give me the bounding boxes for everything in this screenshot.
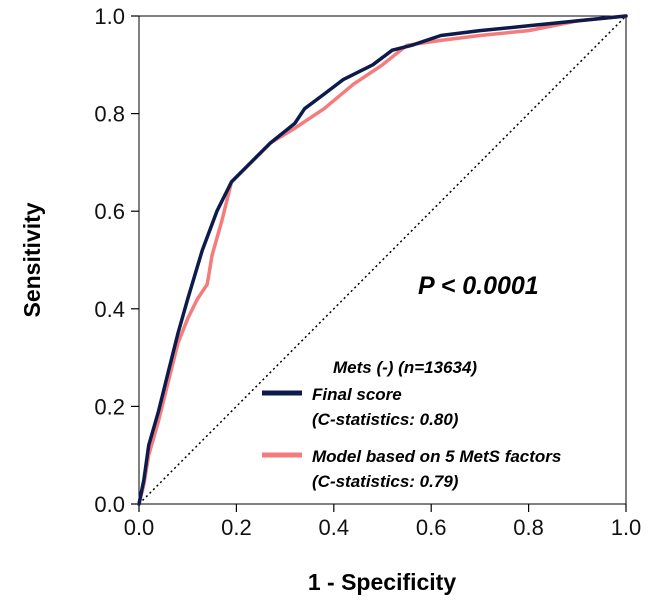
legend-label-final-score: Final score — [312, 385, 402, 404]
legend: Mets (-) (n=13634) Final score (C-statis… — [262, 358, 561, 491]
y-tick-label: 0.6 — [94, 199, 125, 224]
x-axis-title: 1 - Specificity — [308, 569, 456, 595]
p-value-annotation: P < 0.0001 — [418, 272, 539, 300]
series-line-final-score — [137, 14, 628, 506]
y-tick-label: 0.2 — [94, 394, 125, 419]
x-axis-ticks: 0.0 0.2 0.4 0.6 0.8 1.0 — [124, 504, 642, 540]
legend-label-mets-model: Model based on 5 MetS factors — [312, 447, 561, 466]
y-tick-label: 1.0 — [94, 4, 125, 29]
y-axis-ticks: 0.0 0.2 0.4 0.6 0.8 1.0 — [94, 4, 139, 517]
y-axis-title: Sensitivity — [19, 202, 45, 317]
y-tick-label: 0.8 — [94, 102, 125, 127]
x-tick-label: 0.8 — [513, 515, 544, 540]
legend-subtitle-final-score: (C-statistics: 0.80) — [312, 410, 459, 429]
legend-title: Mets (-) (n=13634) — [333, 358, 477, 377]
plot-frame — [138, 15, 627, 505]
x-tick-label: 1.0 — [611, 515, 642, 540]
x-tick-label: 0.6 — [416, 515, 447, 540]
x-tick-label: 0.2 — [221, 515, 252, 540]
legend-subtitle-mets-model: (C-statistics: 0.79) — [312, 472, 459, 491]
x-tick-label: 0.0 — [124, 515, 155, 540]
y-tick-label: 0.0 — [94, 492, 125, 517]
y-tick-label: 0.4 — [94, 297, 125, 322]
series-layer — [137, 14, 628, 506]
x-tick-label: 0.4 — [319, 515, 350, 540]
